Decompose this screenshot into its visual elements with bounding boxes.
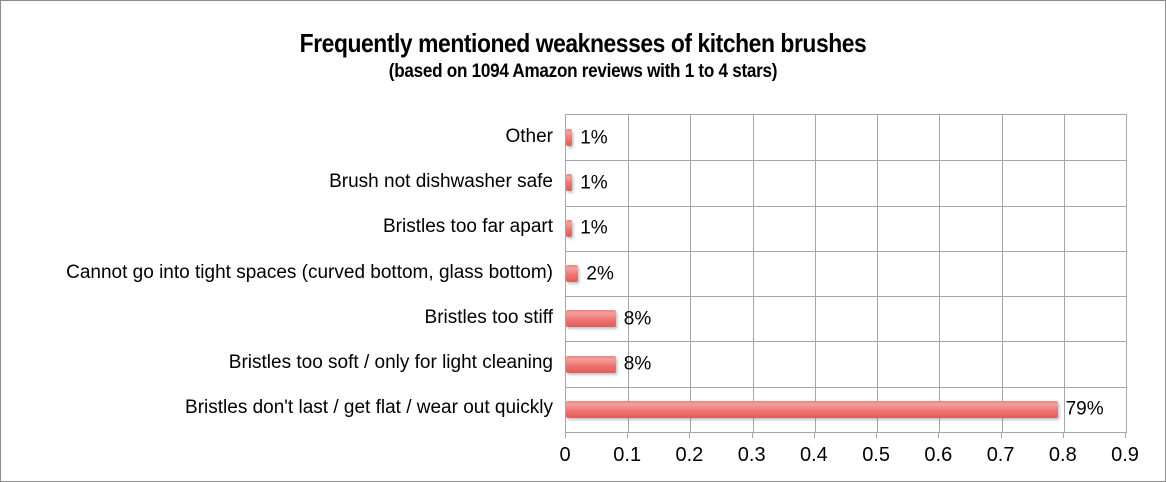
horizontal-gridline (566, 250, 1126, 252)
x-tick-mark (627, 432, 629, 438)
horizontal-gridline (566, 205, 1126, 207)
bar-value-label: 1% (580, 217, 608, 239)
category-label: Bristles too far apart (382, 216, 553, 238)
category-label: Bristles too soft / only for light clean… (228, 352, 553, 374)
plot-area: 1% 1% 1% 2% 8% 8% 79% (565, 114, 1127, 433)
x-tick-mark (1000, 432, 1002, 438)
bar-value-label: 2% (586, 263, 614, 284)
vertical-gridline (1001, 115, 1003, 432)
x-tick-label: 0.2 (675, 444, 704, 466)
bar (566, 219, 573, 237)
category-label: Cannot go into tight spaces (curved bott… (66, 261, 553, 283)
bar-value-label: 8% (623, 308, 652, 330)
category-label: Other (505, 125, 553, 147)
vertical-gridline (939, 115, 941, 432)
x-tick-label: 0.9 (1111, 444, 1139, 466)
horizontal-gridline (566, 296, 1126, 298)
x-tick-mark (813, 432, 815, 438)
vertical-gridline (877, 115, 879, 432)
category-label: Bristles don't last / get flat / wear ou… (185, 397, 553, 419)
bar (566, 355, 616, 373)
x-axis: 0 0.1 0.2 0.3 0.4 0.5 0.6 0.7 0.8 0.9 (559, 432, 1139, 472)
bar-value-label: 79% (1065, 398, 1104, 420)
horizontal-gridline (566, 160, 1126, 162)
x-tick-label: 0.1 (613, 444, 642, 466)
x-tick-label: 0.5 (862, 444, 890, 466)
x-tick-label: 0.4 (799, 444, 828, 466)
vertical-gridline (1063, 115, 1065, 432)
chart-title: Frequently mentioned weaknesses of kitch… (299, 28, 867, 58)
x-tick-mark (1125, 432, 1126, 438)
x-tick-mark (689, 432, 691, 438)
category-label: Bristles too stiff (424, 306, 553, 328)
x-tick-mark (876, 432, 878, 438)
bar-value-label: 8% (623, 353, 652, 375)
horizontal-gridline (566, 386, 1126, 388)
bar (566, 265, 579, 282)
vertical-gridline (690, 115, 692, 432)
vertical-gridline (752, 115, 754, 432)
x-tick-label: 0 (559, 444, 571, 466)
horizontal-gridline (566, 341, 1126, 343)
x-tick-label: 0.8 (1048, 444, 1077, 466)
x-tick-mark (1062, 432, 1064, 438)
category-label: Brush not dishwasher safe (329, 170, 553, 192)
bar-value-label: 1% (580, 127, 608, 149)
y-axis-labels: Other Brush not dishwasher safe Bristles t… (1, 114, 553, 431)
bar (566, 129, 573, 147)
x-tick-label: 0.3 (737, 444, 766, 466)
bar (566, 400, 1058, 418)
x-tick-mark (565, 432, 566, 438)
chart-header: Frequently mentioned weaknesses of kitch… (1, 27, 1165, 85)
bar (566, 310, 616, 328)
x-tick-mark (938, 432, 940, 438)
bar (566, 174, 573, 192)
vertical-gridline (628, 115, 630, 432)
vertical-gridline (814, 115, 816, 432)
x-tick-label: 0.6 (924, 444, 953, 466)
bar-value-label: 1% (580, 172, 608, 194)
x-tick-label: 0.7 (986, 444, 1015, 466)
x-tick-mark (751, 432, 753, 438)
chart-subtitle: (based on 1094 Amazon reviews with 1 to … (388, 61, 778, 82)
